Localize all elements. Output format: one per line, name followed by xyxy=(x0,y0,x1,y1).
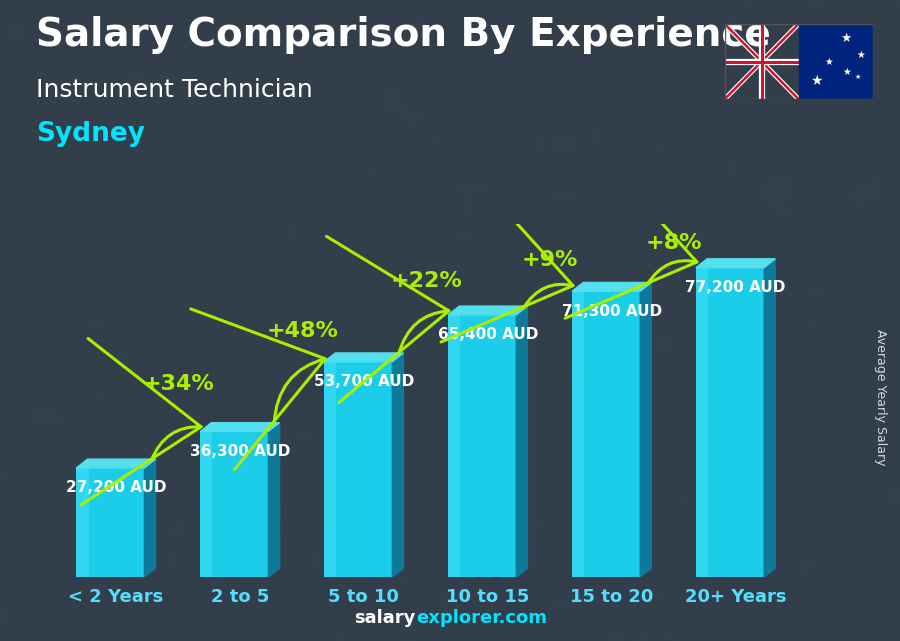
Bar xyxy=(324,362,337,577)
Text: Instrument Technician: Instrument Technician xyxy=(36,78,313,102)
Polygon shape xyxy=(764,259,775,577)
Polygon shape xyxy=(448,306,527,315)
Text: 36,300 AUD: 36,300 AUD xyxy=(190,444,290,459)
Polygon shape xyxy=(572,283,652,291)
FancyArrowPatch shape xyxy=(327,237,449,403)
Text: Average Yearly Salary: Average Yearly Salary xyxy=(874,329,886,465)
Text: ★: ★ xyxy=(841,32,852,46)
Bar xyxy=(572,291,640,577)
Polygon shape xyxy=(76,459,156,468)
Text: 27,200 AUD: 27,200 AUD xyxy=(66,480,166,495)
Text: ★: ★ xyxy=(855,74,861,79)
Text: 53,700 AUD: 53,700 AUD xyxy=(314,374,414,389)
Polygon shape xyxy=(517,306,527,577)
Bar xyxy=(799,24,873,99)
Bar xyxy=(76,468,145,577)
Bar xyxy=(572,291,584,577)
Text: 77,200 AUD: 77,200 AUD xyxy=(686,280,786,295)
Polygon shape xyxy=(200,422,280,431)
Text: +34%: +34% xyxy=(142,374,214,394)
Text: ★: ★ xyxy=(857,50,866,60)
Bar xyxy=(324,362,392,577)
Polygon shape xyxy=(696,259,775,267)
FancyArrowPatch shape xyxy=(441,179,573,342)
Polygon shape xyxy=(145,459,156,577)
Polygon shape xyxy=(268,422,280,577)
Text: ★: ★ xyxy=(842,67,850,77)
FancyArrowPatch shape xyxy=(81,338,201,505)
Text: 71,300 AUD: 71,300 AUD xyxy=(562,304,662,319)
Polygon shape xyxy=(640,283,652,577)
Text: +48%: +48% xyxy=(266,320,338,340)
Bar xyxy=(200,431,212,577)
Bar xyxy=(448,315,517,577)
Text: salary: salary xyxy=(355,609,416,627)
Text: 65,400 AUD: 65,400 AUD xyxy=(437,327,538,342)
Bar xyxy=(696,267,708,577)
Text: Sydney: Sydney xyxy=(36,121,145,147)
Bar xyxy=(696,267,764,577)
Text: +8%: +8% xyxy=(646,233,702,253)
Text: ★: ★ xyxy=(824,56,832,67)
FancyArrowPatch shape xyxy=(191,309,325,470)
Polygon shape xyxy=(392,353,403,577)
Bar xyxy=(448,315,461,577)
Text: Salary Comparison By Experience: Salary Comparison By Experience xyxy=(36,16,770,54)
Bar xyxy=(200,431,268,577)
Polygon shape xyxy=(324,353,403,362)
Text: +22%: +22% xyxy=(391,271,462,291)
FancyArrowPatch shape xyxy=(565,156,697,319)
Text: +9%: +9% xyxy=(522,250,578,271)
Bar xyxy=(76,468,88,577)
Text: ★: ★ xyxy=(810,74,823,87)
Text: explorer.com: explorer.com xyxy=(416,609,547,627)
